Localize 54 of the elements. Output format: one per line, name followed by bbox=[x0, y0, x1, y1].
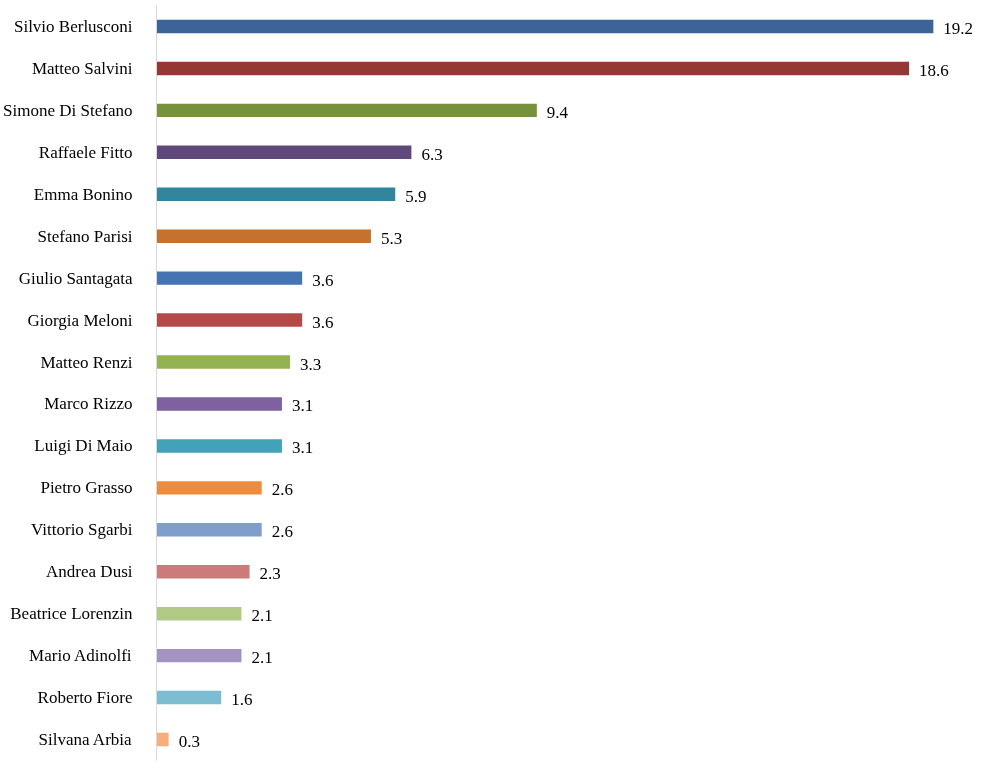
data-label: 1.6 bbox=[231, 690, 253, 710]
bar bbox=[156, 606, 242, 621]
y-tick-label: Beatrice Lorenzin bbox=[10, 604, 133, 624]
data-label: 5.9 bbox=[405, 186, 427, 206]
bar bbox=[156, 61, 910, 76]
data-label: 9.4 bbox=[546, 102, 569, 122]
data-label: 3.6 bbox=[312, 270, 334, 290]
bar bbox=[156, 187, 396, 201]
y-tick-label: Andrea Dusi bbox=[46, 562, 133, 582]
bar bbox=[156, 355, 291, 369]
data-label: 3.1 bbox=[291, 438, 314, 458]
y-tick-label: Raffaele Fitto bbox=[38, 142, 133, 162]
y-tick-label: Matteo Renzi bbox=[40, 352, 133, 372]
bar bbox=[156, 690, 222, 705]
data-label: 2.1 bbox=[251, 648, 273, 668]
bar bbox=[156, 313, 303, 327]
data-label: 2.3 bbox=[259, 564, 281, 584]
bar bbox=[156, 397, 282, 411]
data-label: 6.3 bbox=[421, 144, 443, 164]
y-tick-label: Luigi Di Maio bbox=[34, 436, 133, 456]
y-tick-label: Silvio Berlusconi bbox=[13, 16, 133, 36]
bar bbox=[156, 523, 262, 537]
data-label: 3.1 bbox=[291, 396, 314, 416]
bar bbox=[156, 103, 537, 118]
y-tick-label: Stefano Parisi bbox=[37, 226, 133, 246]
y-tick-label: Emma Bonino bbox=[33, 184, 133, 204]
data-label: 2.1 bbox=[251, 606, 273, 626]
y-tick-label: Marco Rizzo bbox=[44, 394, 133, 414]
data-label: 2.6 bbox=[271, 522, 293, 542]
y-tick-label: Giorgia Meloni bbox=[27, 310, 133, 330]
y-tick-label: Vittorio Sgarbi bbox=[31, 520, 133, 540]
bar bbox=[156, 732, 169, 747]
y-tick-label: Matteo Salvini bbox=[31, 58, 133, 78]
y-tick-label: Giulio Santagata bbox=[18, 268, 133, 288]
y-tick-label: Roberto Fiore bbox=[37, 688, 133, 708]
bar bbox=[156, 648, 242, 663]
y-tick-label: Simone Di Stefano bbox=[3, 100, 133, 120]
bar bbox=[156, 145, 412, 160]
data-label: 2.6 bbox=[271, 480, 293, 500]
y-tick-label: Mario Adinolfi bbox=[29, 646, 132, 666]
y-tick-label: Silvana Arbia bbox=[38, 730, 133, 750]
data-label: 19.2 bbox=[943, 18, 974, 38]
data-label: 3.3 bbox=[300, 354, 322, 374]
data-label: 0.3 bbox=[178, 732, 200, 752]
bar bbox=[156, 481, 262, 495]
bar bbox=[156, 19, 934, 34]
y-tick-label: Pietro Grasso bbox=[40, 478, 133, 498]
bar bbox=[156, 271, 303, 285]
data-label: 18.6 bbox=[919, 60, 949, 80]
data-label: 5.3 bbox=[380, 228, 403, 248]
bar bbox=[156, 439, 282, 453]
data-label: 3.6 bbox=[312, 312, 334, 332]
bar bbox=[156, 565, 250, 579]
bar bbox=[156, 229, 371, 243]
